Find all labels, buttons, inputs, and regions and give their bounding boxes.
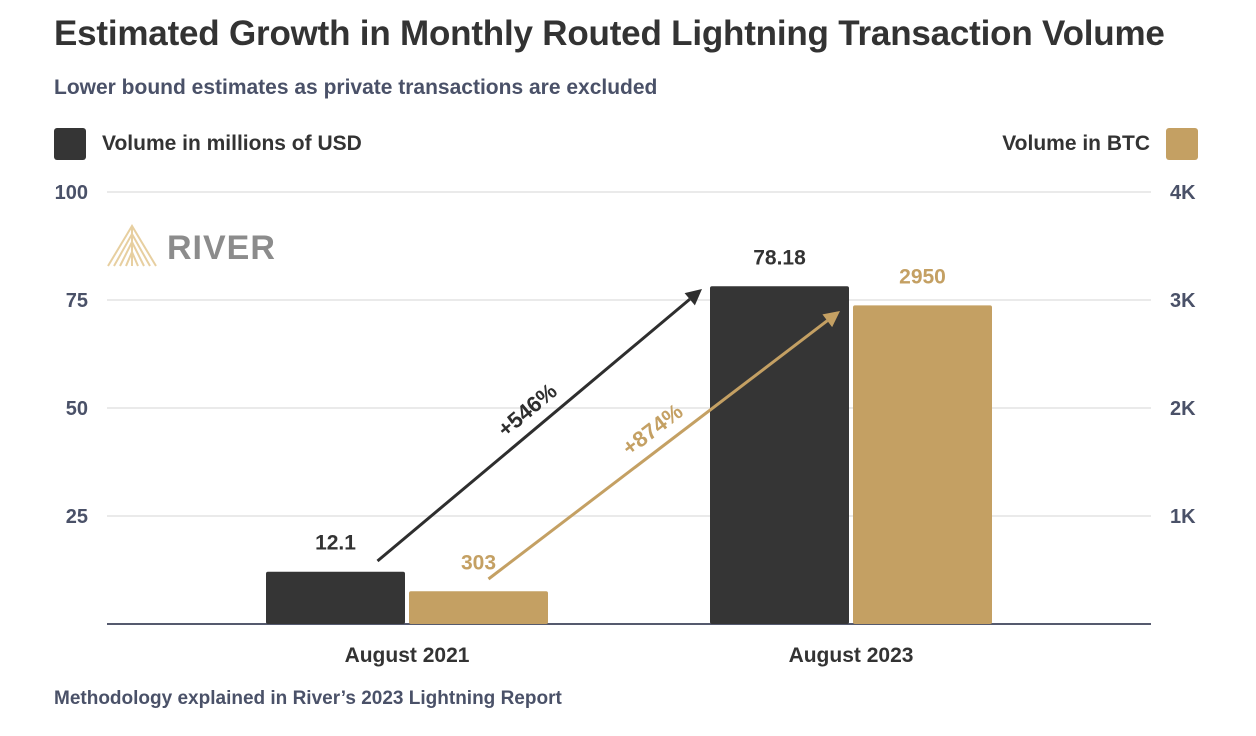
- growth-arrow-usd-head: [684, 289, 702, 306]
- chart-title: Estimated Growth in Monthly Routed Light…: [54, 14, 1165, 53]
- bar-usd: [266, 571, 405, 624]
- bar-usd: [710, 286, 849, 624]
- bar-btc: [853, 305, 992, 624]
- bar-btc: [409, 591, 548, 624]
- legend-usd-swatch: [54, 128, 86, 160]
- river-logo: RIVER: [107, 224, 276, 267]
- bars: [266, 286, 992, 624]
- growth-arrow-usd-label: +546%: [493, 378, 562, 442]
- growth-arrow-btc-head: [822, 311, 840, 328]
- y-right-tick-label: 4K: [1170, 182, 1196, 204]
- y-left-tick-label: 100: [55, 182, 88, 204]
- x-category-label: August 2021: [345, 644, 470, 667]
- legend-btc: Volume in BTC: [1002, 127, 1198, 161]
- legend-usd: Volume in millions of USD: [54, 127, 362, 161]
- data-label-btc: 2950: [899, 265, 946, 288]
- y-left-tick-label: 50: [66, 398, 88, 420]
- y-right-tick-label: 3K: [1170, 290, 1196, 312]
- river-chevron-logo-icon: [107, 224, 157, 267]
- data-label-btc: 303: [461, 551, 496, 574]
- chart-subtitle: Lower bound estimates as private transac…: [54, 76, 658, 99]
- legend-btc-swatch: [1166, 128, 1198, 160]
- y-left-tick-label: 75: [66, 290, 88, 312]
- legend-usd-label: Volume in millions of USD: [102, 132, 362, 155]
- growth-arrow-usd-line: [376, 298, 691, 563]
- growth-arrow-btc-line: [487, 319, 829, 581]
- legend-btc-label: Volume in BTC: [1002, 132, 1150, 155]
- logo-text: RIVER: [167, 229, 276, 267]
- y-left-tick-label: 25: [66, 506, 88, 528]
- x-category-label: August 2023: [789, 644, 914, 667]
- data-label-usd: 78.18: [753, 246, 806, 269]
- chart-footer: Methodology explained in River’s 2023 Li…: [54, 688, 562, 709]
- data-label-usd: 12.1: [315, 532, 356, 555]
- y-right-tick-label: 1K: [1170, 506, 1196, 528]
- y-right-tick-label: 2K: [1170, 398, 1196, 420]
- labels: 25 50 75 100 1K 2K 3K 4K 12.1 303 August 2021 78.18…: [55, 182, 1196, 667]
